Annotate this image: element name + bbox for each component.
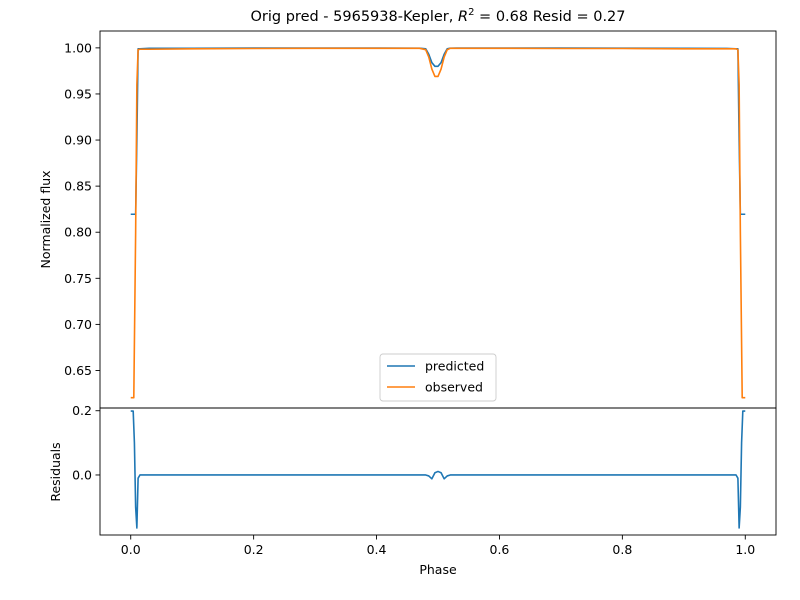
residuals-y-tick-label: 0.2	[72, 403, 92, 418]
series-line-predicted	[130, 47, 746, 216]
flux-y-ticks: 0.65 0.70 0.75 0.80 0.85 0.90 0.95 1.00	[64, 40, 100, 378]
flux-y-tick-label: 0.75	[64, 271, 92, 286]
flux-y-axis-label: Normalized flux	[38, 170, 53, 268]
flux-plot-area	[130, 47, 746, 399]
residuals-y-axis-label: Residuals	[48, 442, 63, 501]
phase-x-tick-label: 0.0	[121, 542, 141, 557]
phase-x-tick-label: 0.8	[612, 542, 632, 557]
flux-y-tick-label: 0.90	[64, 133, 92, 148]
flux-y-tick-label: 0.65	[64, 363, 92, 378]
residuals-axes: 0.0 0.2 0.0 0.2 0.4 0.6 0.8 1.0 Residuals Phas…	[48, 403, 777, 577]
phase-x-tick-label: 1.0	[735, 542, 755, 557]
flux-y-tick-label: 0.70	[64, 317, 92, 332]
flux-axes-frame	[99, 30, 777, 409]
flux-y-tick-label: 0.85	[64, 179, 92, 194]
phase-x-tick-label: 0.6	[490, 542, 510, 557]
legend: predicted observed	[379, 353, 497, 402]
chart-title: Orig pred - 5965938-Kepler, R2 = 0.68 Re…	[251, 7, 626, 25]
phase-x-tick-label: 0.2	[244, 542, 264, 557]
phase-x-tick-label: 0.4	[367, 542, 387, 557]
residuals-plot-area	[130, 410, 746, 529]
flux-axes: 0.65 0.70 0.75 0.80 0.85 0.90 0.95 1.00 Normali…	[38, 30, 777, 409]
flux-y-tick-label: 0.80	[64, 225, 92, 240]
residuals-line	[130, 410, 746, 529]
legend-label-observed: observed	[425, 380, 483, 395]
x-axis-label: Phase	[419, 562, 457, 577]
residuals-y-tick-label: 0.0	[72, 467, 92, 482]
residuals-axes-frame	[99, 407, 777, 536]
flux-y-tick-label: 0.95	[64, 86, 92, 101]
legend-label-predicted: predicted	[425, 359, 484, 374]
phase-x-ticks: 0.0 0.2 0.4 0.6 0.8 1.0	[121, 535, 755, 557]
series-line-observed	[130, 47, 746, 399]
flux-y-tick-label: 1.00	[64, 40, 92, 55]
residuals-y-ticks: 0.0 0.2	[72, 403, 100, 482]
